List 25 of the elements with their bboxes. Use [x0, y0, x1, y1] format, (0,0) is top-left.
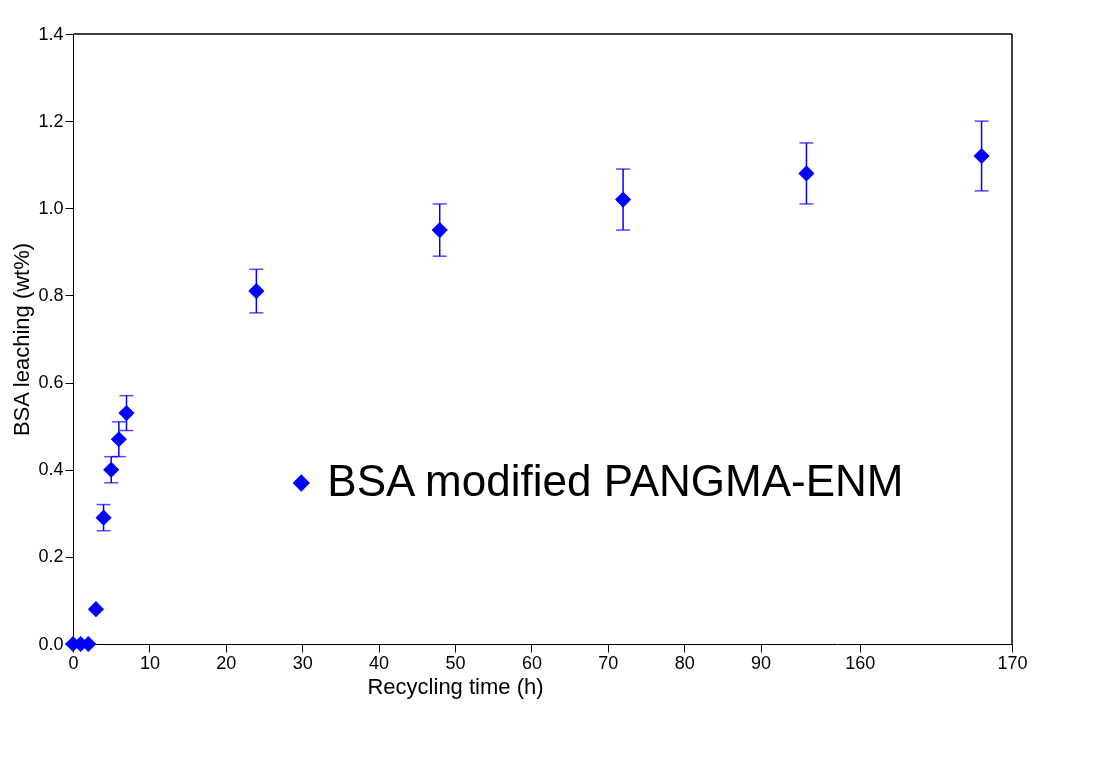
- x-tick-label: 30: [292, 652, 313, 673]
- y-tick-label: 1.4: [38, 23, 64, 44]
- point: [87, 601, 104, 618]
- x-tick-label: 50: [445, 652, 466, 673]
- legend-label: BSA modified PANGMA-ENM: [327, 456, 904, 505]
- y-tick-label: 0.0: [38, 633, 64, 654]
- x-tick-label: 160: [845, 652, 876, 673]
- x-tick-label: 40: [369, 652, 390, 673]
- y-tick-label: 0.2: [38, 546, 64, 567]
- x-tick-label: 70: [598, 652, 619, 673]
- x-tick-label: 170: [997, 652, 1028, 673]
- y-tick-label: 0.6: [38, 372, 64, 393]
- x-tick-label: 10: [139, 652, 160, 673]
- y-tick-label: 1.0: [38, 197, 64, 218]
- x-tick-label: 80: [674, 652, 695, 673]
- x-tick-label: 0: [68, 652, 79, 673]
- x-tick-label: 90: [751, 652, 772, 673]
- y-tick-label: 1.2: [38, 110, 64, 131]
- x-tick-label: 60: [521, 652, 542, 673]
- x-tick-label: 20: [216, 652, 237, 673]
- x-axis-title: Recycling time (h): [367, 673, 544, 699]
- y-axis-title: BSA leaching (wt%): [9, 242, 35, 437]
- y-tick-label: 0.8: [38, 284, 64, 305]
- point: [798, 165, 815, 182]
- y-tick-label: 0.4: [38, 459, 64, 480]
